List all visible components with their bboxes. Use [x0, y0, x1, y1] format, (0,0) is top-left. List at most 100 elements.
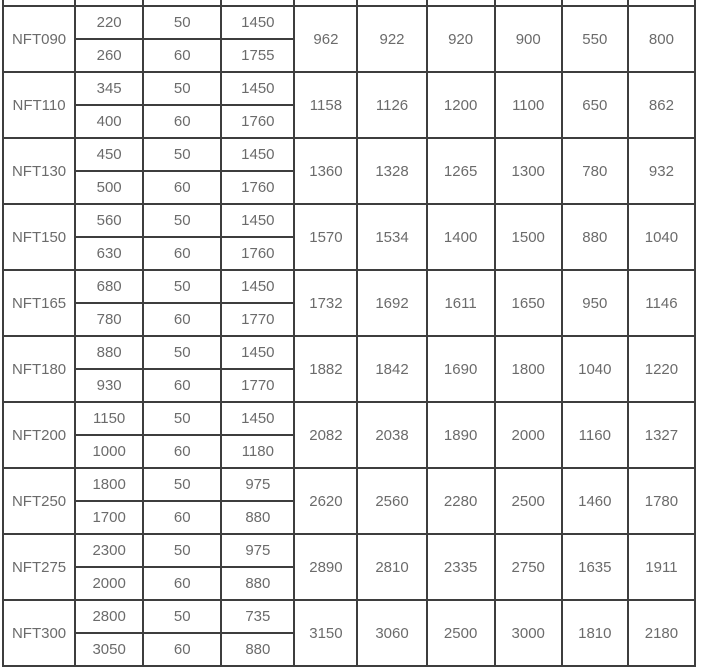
table-row: 930 60 1770 — [3, 368, 695, 403]
merged-spec-cell: 2620 — [293, 467, 359, 535]
spec-cell: 780 — [74, 302, 145, 337]
spec-cell: 50 — [142, 5, 223, 40]
merged-spec-cell: 1400 — [425, 203, 496, 271]
merged-spec-cell: 3150 — [293, 599, 359, 667]
spec-cell: 1450 — [220, 71, 296, 106]
spec-cell: 1770 — [220, 368, 296, 403]
spec-cell: 560 — [74, 203, 145, 238]
merged-spec-cell: 1732 — [293, 269, 359, 337]
table-row: NFT090 220 50 1450 962 922 920 900 550 800 — [1, 5, 697, 73]
merged-spec-cell: 1158 — [293, 71, 359, 139]
spec-cell: 50 — [142, 335, 223, 370]
table-row: 630 60 1760 — [3, 236, 695, 271]
table-row: NFT130 450 50 1450 1360 1328 1265 1300 780 932 — [1, 137, 697, 205]
merged-spec-cell: 3000 — [493, 599, 563, 667]
merged-spec-cell: 1126 — [356, 71, 428, 139]
spec-cell: 1700 — [74, 500, 145, 535]
spec-cell: 1450 — [220, 401, 296, 436]
table-row: 1700 60 880 — [3, 500, 695, 535]
clipped-row-cell — [293, 0, 359, 7]
table-row: NFT180 880 50 1450 1882 1842 1690 1800 1040 1220 — [1, 335, 697, 403]
spec-cell: 1760 — [220, 170, 296, 205]
spec-cell: 1450 — [220, 335, 296, 370]
spec-cell: 930 — [74, 368, 145, 403]
model-cell: NFT090 — [1, 5, 77, 73]
merged-spec-cell: 962 — [293, 5, 359, 73]
model-cell: NFT250 — [1, 467, 77, 535]
table-row: 500 60 1760 — [3, 170, 695, 205]
merged-spec-cell: 1911 — [626, 533, 697, 601]
spec-cell: 50 — [142, 401, 223, 436]
clipped-row-cell — [493, 0, 563, 7]
table-row: NFT165 680 50 1450 1732 1692 1611 1650 950 1146 — [1, 269, 697, 337]
merged-spec-cell: 1360 — [293, 137, 359, 205]
spec-cell: 260 — [74, 38, 145, 73]
merged-spec-cell: 1882 — [293, 335, 359, 403]
merged-spec-cell: 1692 — [356, 269, 428, 337]
merged-spec-cell: 2890 — [293, 533, 359, 601]
spec-cell: 60 — [142, 566, 223, 601]
spec-cell: 975 — [220, 533, 296, 568]
table-row: NFT110 345 50 1450 1158 1126 1200 1100 650 862 — [1, 71, 697, 139]
spec-cell: 975 — [220, 467, 296, 502]
table-row: 400 60 1760 — [3, 104, 695, 139]
merged-spec-cell: 2000 — [493, 401, 563, 469]
clipped-row-cell — [356, 0, 428, 7]
merged-spec-cell: 862 — [626, 71, 697, 139]
merged-spec-cell: 1328 — [356, 137, 428, 205]
merged-spec-cell: 880 — [560, 203, 629, 271]
clipped-top-row — [1, 0, 697, 7]
spec-cell: 60 — [142, 104, 223, 139]
merged-spec-cell: 1890 — [425, 401, 496, 469]
merged-spec-cell: 1842 — [356, 335, 428, 403]
spec-cell: 60 — [142, 170, 223, 205]
spec-cell: 60 — [142, 500, 223, 535]
clipped-row-cell — [560, 0, 629, 7]
model-cell: NFT150 — [1, 203, 77, 271]
merged-spec-cell: 1690 — [425, 335, 496, 403]
clipped-row-cell — [74, 0, 145, 7]
merged-spec-cell: 1534 — [356, 203, 428, 271]
merged-spec-cell: 1200 — [425, 71, 496, 139]
merged-spec-cell: 900 — [493, 5, 563, 73]
merged-spec-cell: 1100 — [493, 71, 563, 139]
model-cell: NFT200 — [1, 401, 77, 469]
spec-cell: 50 — [142, 599, 223, 634]
spec-cell: 1000 — [74, 434, 145, 469]
merged-spec-cell: 1040 — [626, 203, 697, 271]
merged-spec-cell: 932 — [626, 137, 697, 205]
spec-cell: 60 — [142, 368, 223, 403]
spec-cell: 345 — [74, 71, 145, 106]
spec-cell: 880 — [220, 500, 296, 535]
merged-spec-cell: 1300 — [493, 137, 563, 205]
merged-spec-cell: 1611 — [425, 269, 496, 337]
model-cell: NFT110 — [1, 71, 77, 139]
spec-cell: 1770 — [220, 302, 296, 337]
model-cell: NFT300 — [1, 599, 77, 667]
merged-spec-cell: 950 — [560, 269, 629, 337]
merged-spec-cell: 1220 — [626, 335, 697, 403]
table-row: 780 60 1770 — [3, 302, 695, 337]
merged-spec-cell: 2810 — [356, 533, 428, 601]
spec-cell: 880 — [220, 566, 296, 601]
model-cell: NFT130 — [1, 137, 77, 205]
spec-cell: 1450 — [220, 203, 296, 238]
merged-spec-cell: 780 — [560, 137, 629, 205]
spec-cell: 1450 — [220, 137, 296, 172]
spec-cell: 1450 — [220, 5, 296, 40]
spec-cell: 1760 — [220, 236, 296, 271]
spec-cell: 680 — [74, 269, 145, 304]
spec-cell: 880 — [220, 632, 296, 667]
clipped-row-cell — [425, 0, 496, 7]
merged-spec-cell: 1780 — [626, 467, 697, 535]
table-row: NFT275 2300 50 975 2890 2810 2335 2750 1635 1911 — [1, 533, 697, 601]
table-row: 3050 60 880 — [3, 632, 695, 667]
spec-cell: 60 — [142, 302, 223, 337]
merged-spec-cell: 1570 — [293, 203, 359, 271]
merged-spec-cell: 1327 — [626, 401, 697, 469]
clipped-row-cell — [220, 0, 296, 7]
spec-cell: 1800 — [74, 467, 145, 502]
